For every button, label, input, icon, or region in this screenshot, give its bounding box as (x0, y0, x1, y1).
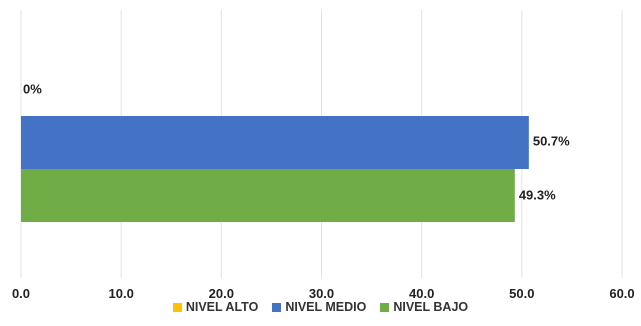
data-labels: 0% 50.7% 49.3% (23, 81, 570, 202)
x-tick-label-1: 10.0 (109, 286, 134, 300)
legend-label-nivel-bajo: NIVEL BAJO (393, 300, 469, 314)
legend-label-nivel-medio: NIVEL MEDIO (285, 300, 367, 314)
bar-nivel-medio (21, 116, 529, 169)
bars (21, 116, 529, 222)
x-tick-label-6: 60.0 (609, 286, 634, 300)
data-label-nivel-alto: 0% (23, 81, 42, 96)
x-tick-label-5: 50.0 (509, 286, 534, 300)
x-tick-label-0: 0.0 (12, 286, 30, 300)
legend-item-nivel-medio: NIVEL MEDIO (272, 300, 366, 314)
legend-item-nivel-alto: NIVEL ALTO (172, 300, 259, 314)
legend-label-nivel-alto: NIVEL ALTO (185, 300, 259, 314)
data-label-nivel-medio: 50.7% (533, 133, 570, 148)
x-tick-label-2: 20.0 (209, 286, 234, 300)
legend-swatch-nivel-bajo (380, 302, 390, 312)
legend-item-nivel-bajo: NIVEL BAJO (380, 300, 468, 314)
x-axis-ticks: 0.0 10.0 20.0 30.0 40.0 50.0 60.0 (12, 286, 635, 300)
legend-swatch-nivel-alto (172, 302, 182, 312)
data-label-nivel-bajo: 49.3% (519, 187, 556, 202)
bar-chart: 0% 50.7% 49.3% 0.0 10.0 20.0 30.0 40.0 50.0 60.0 (12, 10, 635, 300)
legend-swatch-nivel-medio (272, 302, 282, 312)
legend: NIVEL ALTO NIVEL MEDIO NIVEL BAJO (0, 300, 641, 314)
bar-nivel-bajo (21, 169, 515, 222)
x-tick-label-4: 40.0 (409, 286, 434, 300)
x-tick-label-3: 30.0 (309, 286, 334, 300)
